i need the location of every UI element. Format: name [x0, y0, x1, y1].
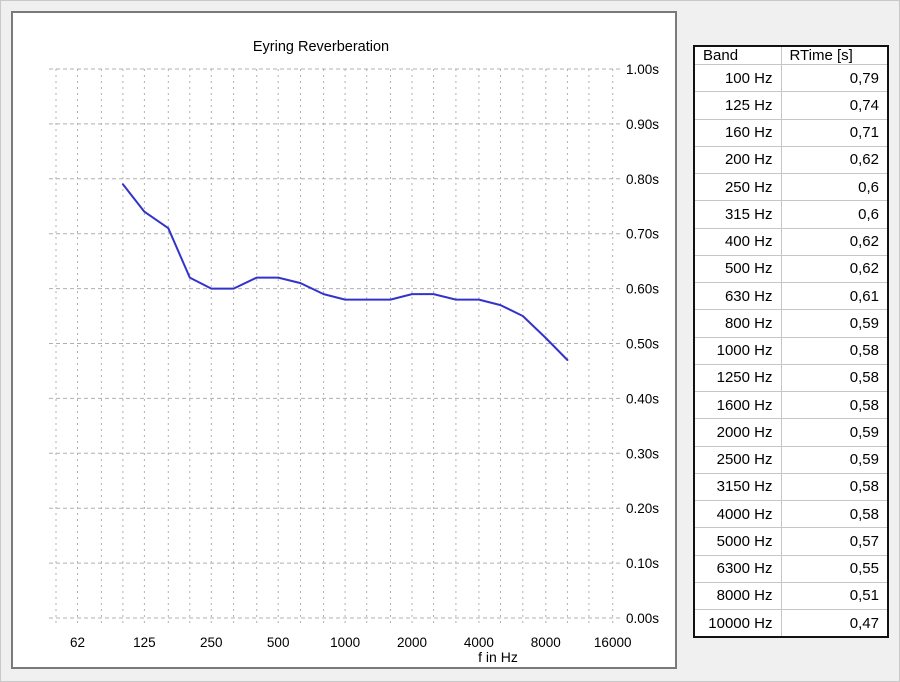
table-row: 2000 Hz 0,59	[695, 418, 887, 447]
svg-text:0.70s: 0.70s	[626, 227, 659, 242]
svg-text:125: 125	[133, 635, 156, 650]
table-row: 10000 Hz 0,47	[695, 609, 887, 636]
table-row: 630 Hz 0,61	[695, 282, 887, 311]
rtime-cell: 0,58	[781, 500, 887, 529]
band-cell: 160 Hz	[695, 119, 782, 147]
band-cell: 200 Hz	[695, 146, 782, 175]
svg-text:62: 62	[70, 635, 85, 650]
svg-text:250: 250	[200, 635, 223, 650]
table-row: 3150 Hz 0,58	[695, 473, 887, 502]
band-column-header: Band	[695, 47, 782, 65]
band-cell: 100 Hz	[695, 64, 782, 93]
svg-text:2000: 2000	[397, 635, 427, 650]
band-cell: 8000 Hz	[695, 582, 782, 611]
svg-text:0.40s: 0.40s	[626, 391, 659, 406]
band-cell: 2000 Hz	[695, 418, 782, 447]
svg-text:0.60s: 0.60s	[626, 282, 659, 297]
rtime-cell: 0,61	[781, 282, 887, 311]
band-cell: 315 Hz	[695, 200, 782, 229]
rtime-cell: 0,47	[849, 614, 879, 632]
band-cell: 1000 Hz	[695, 337, 782, 365]
band-cell: 6300 Hz	[695, 555, 782, 583]
svg-text:16000: 16000	[594, 635, 632, 650]
table-row: 100 Hz 0,79	[695, 64, 887, 93]
band-cell: 1250 Hz	[695, 364, 782, 393]
table-row: 160 Hz 0,71	[695, 119, 887, 147]
rtime-cell: 0,58	[781, 364, 887, 393]
rtime-cell: 0,71	[781, 119, 887, 147]
table-header-row: Band RTime [s]	[695, 47, 887, 65]
band-cell: 250 Hz	[695, 173, 782, 202]
table-row: 5000 Hz 0,57	[695, 527, 887, 556]
band-cell: 400 Hz	[695, 228, 782, 256]
rtime-cell: 0,57	[781, 527, 887, 556]
table-row: 315 Hz 0,6	[695, 200, 887, 229]
svg-text:1000: 1000	[330, 635, 360, 650]
svg-text:0.90s: 0.90s	[626, 117, 659, 132]
rtime-column-header: RTime [s]	[781, 47, 887, 65]
rtime-cell: 0,58	[781, 391, 887, 420]
rtime-cell: 0,62	[781, 146, 887, 175]
table-row: 8000 Hz 0,51	[695, 582, 887, 611]
band-cell: 5000 Hz	[695, 527, 782, 556]
band-cell: 630 Hz	[695, 282, 782, 311]
band-cell: 2500 Hz	[695, 446, 782, 474]
table-row: 800 Hz 0,59	[695, 309, 887, 338]
svg-text:8000: 8000	[531, 635, 561, 650]
rtime-cell: 0,58	[781, 337, 887, 365]
rtime-cell: 0,51	[781, 582, 887, 611]
svg-text:0.10s: 0.10s	[626, 556, 659, 571]
rtime-cell: 0,55	[781, 555, 887, 583]
svg-text:0.50s: 0.50s	[626, 337, 659, 352]
svg-text:0.20s: 0.20s	[626, 501, 659, 516]
table-row: 200 Hz 0,62	[695, 146, 887, 175]
rtime-cell: 0,59	[781, 418, 887, 447]
table-row: 2500 Hz 0,59	[695, 446, 887, 474]
table-row: 250 Hz 0,6	[695, 173, 887, 202]
band-cell: 4000 Hz	[695, 500, 782, 529]
table-row: 125 Hz 0,74	[695, 91, 887, 120]
x-axis-title: f in Hz	[478, 649, 518, 665]
band-cell: 800 Hz	[695, 309, 782, 338]
rtime-cell: 0,59	[781, 446, 887, 474]
rtime-cell: 0,62	[781, 255, 887, 284]
svg-text:0.00s: 0.00s	[626, 611, 659, 626]
svg-text:500: 500	[267, 635, 290, 650]
rtime-cell: 0,79	[781, 64, 887, 93]
rtime-cell: 0,58	[781, 473, 887, 502]
band-cell: 125 Hz	[695, 91, 782, 120]
table-row: 1250 Hz 0,58	[695, 364, 887, 393]
svg-text:1.00s: 1.00s	[626, 62, 659, 77]
table-row: 400 Hz 0,62	[695, 228, 887, 256]
chart-title: Eyring Reverberation	[252, 39, 390, 55]
table-row: 1000 Hz 0,58	[695, 337, 887, 365]
chart-panel: 1.00s 0.90s 0.80s 0.70s 0.60s 0.50s 0.40s 0.30s…	[11, 11, 677, 669]
band-cell: 3150 Hz	[695, 473, 782, 502]
table-row: 6300 Hz 0,55	[695, 555, 887, 583]
reverberation-plot: 1.00s 0.90s 0.80s 0.70s 0.60s 0.50s 0.40s 0.30s…	[49, 62, 659, 650]
rtime-cell: 0,6	[781, 200, 887, 229]
rtime-table: Band RTime [s] 100 Hz 0,79 125 Hz 0,74 160 H…	[695, 47, 887, 636]
rtime-cell: 0,62	[781, 228, 887, 256]
band-cell: 500 Hz	[695, 255, 782, 284]
rtime-cell: 0,74	[781, 91, 887, 120]
rtime-cell: 0,59	[781, 309, 887, 338]
table-row: 500 Hz 0,62	[695, 255, 887, 284]
svg-text:4000: 4000	[464, 635, 494, 650]
rtime-table-panel: Band RTime [s] 100 Hz 0,79 125 Hz 0,74 160 H…	[693, 45, 889, 638]
svg-text:0.80s: 0.80s	[626, 172, 659, 187]
table-row: 1600 Hz 0,58	[695, 391, 887, 420]
table-row: 4000 Hz 0,58	[695, 500, 887, 529]
band-cell: 10000 Hz	[695, 609, 782, 636]
svg-text:0.30s: 0.30s	[626, 446, 659, 461]
rtime-cell: 0,6	[781, 173, 887, 202]
band-cell: 1600 Hz	[695, 391, 782, 420]
